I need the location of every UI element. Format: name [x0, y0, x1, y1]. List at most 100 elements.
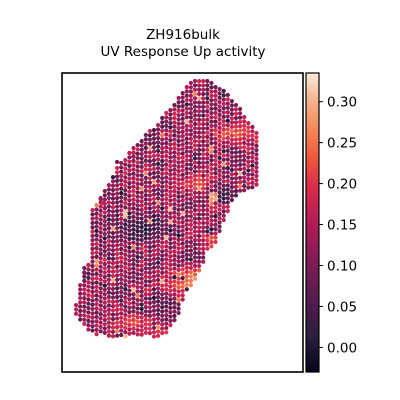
spot	[188, 184, 193, 189]
spot	[110, 261, 116, 266]
spot	[156, 325, 161, 330]
spot	[147, 128, 152, 134]
spot	[172, 270, 177, 275]
spot	[242, 162, 247, 167]
spot	[160, 275, 165, 280]
spot	[90, 220, 95, 226]
spot	[184, 183, 189, 189]
spot	[94, 211, 99, 216]
spot	[184, 209, 189, 214]
spot	[119, 324, 124, 329]
spot	[184, 274, 189, 279]
spot	[164, 270, 169, 275]
spot	[188, 123, 193, 129]
spot	[180, 172, 185, 177]
spot	[250, 142, 255, 147]
spot	[205, 229, 210, 234]
spot	[78, 283, 83, 288]
spot	[201, 251, 206, 256]
spot	[205, 152, 210, 157]
spot	[151, 158, 157, 163]
spot	[176, 310, 181, 316]
spot	[160, 223, 165, 228]
spot	[123, 287, 128, 292]
spot	[98, 303, 103, 308]
spot	[127, 176, 132, 181]
spot	[143, 175, 148, 181]
spot	[238, 119, 243, 124]
spot	[180, 146, 185, 152]
spot	[197, 126, 202, 131]
spot	[127, 331, 132, 336]
spot	[168, 116, 173, 121]
spot	[172, 300, 177, 306]
spot	[176, 181, 181, 187]
spot	[180, 194, 185, 199]
spot	[164, 239, 169, 245]
spot	[115, 187, 120, 192]
spot	[192, 233, 198, 238]
spot	[164, 287, 169, 292]
spot	[213, 89, 218, 94]
spot	[164, 132, 169, 137]
spot	[143, 184, 148, 189]
spot	[180, 185, 185, 190]
spot	[168, 198, 173, 203]
spot	[102, 205, 107, 211]
spot	[131, 154, 136, 159]
spot	[82, 300, 87, 305]
spot	[205, 160, 210, 165]
spot	[94, 293, 99, 298]
spot	[160, 128, 165, 133]
spot	[238, 184, 243, 189]
spot	[151, 308, 157, 313]
spot	[106, 217, 111, 222]
spot	[90, 272, 95, 277]
colorbar-tick-label: 0.00	[327, 340, 357, 356]
spot	[164, 162, 169, 167]
spot	[192, 190, 198, 195]
spot	[164, 166, 169, 171]
spot	[242, 179, 247, 184]
spot	[246, 176, 251, 182]
spot	[209, 175, 214, 180]
spot	[213, 222, 218, 227]
spot	[147, 141, 152, 146]
spot	[217, 224, 222, 229]
spot	[209, 205, 214, 210]
spot	[147, 163, 152, 168]
spot	[139, 203, 144, 208]
spot	[197, 199, 202, 204]
colorbar-tick-label: 0.15	[327, 218, 357, 234]
spot	[110, 286, 116, 292]
spot	[143, 300, 148, 305]
spot	[160, 330, 165, 336]
spot	[123, 226, 128, 232]
spot	[115, 196, 120, 201]
spot	[205, 199, 210, 204]
spot	[192, 152, 198, 157]
spot	[176, 173, 181, 178]
spot	[209, 115, 214, 120]
spot	[180, 293, 185, 298]
spot	[123, 252, 128, 257]
spot	[90, 319, 95, 325]
spot	[160, 283, 165, 288]
spot	[225, 123, 230, 128]
spot	[180, 125, 185, 130]
spot	[151, 265, 157, 270]
spot	[119, 315, 124, 320]
spot	[172, 146, 177, 151]
spot	[184, 205, 189, 210]
spot	[123, 231, 128, 236]
spot	[176, 306, 181, 311]
spot	[139, 259, 144, 264]
spot	[123, 330, 128, 335]
spot	[192, 182, 198, 187]
spot	[156, 243, 161, 248]
spot	[168, 185, 173, 190]
spot	[188, 141, 193, 146]
spot	[98, 247, 103, 252]
spot	[164, 158, 169, 163]
